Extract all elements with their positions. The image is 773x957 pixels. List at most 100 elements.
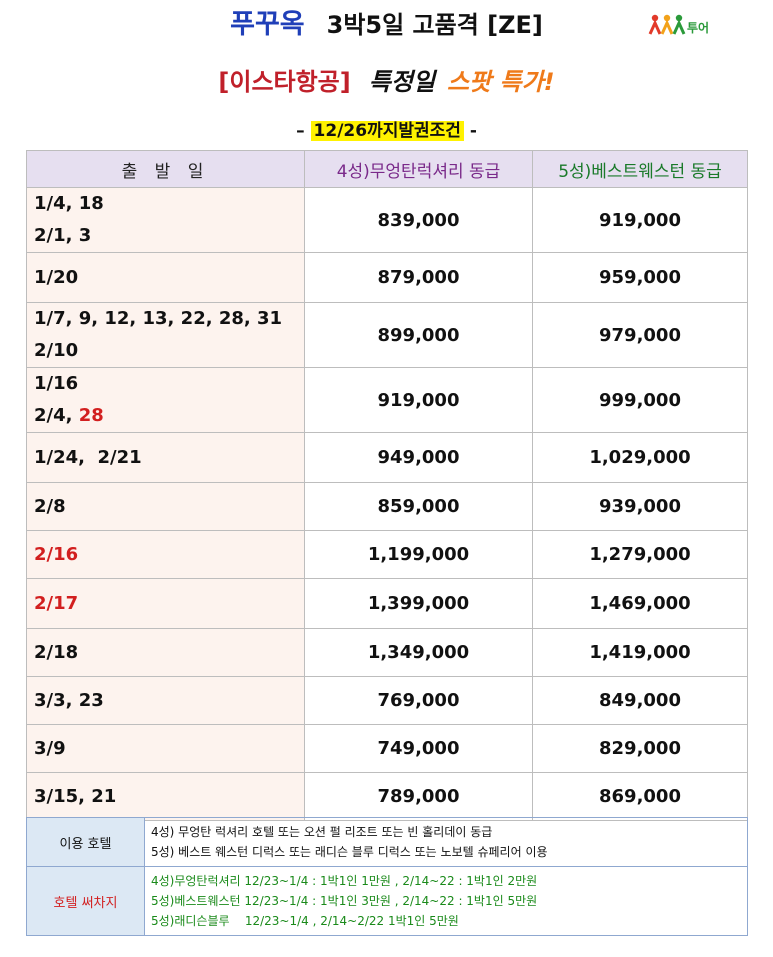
price-4star: 839,000 xyxy=(304,187,533,253)
departure-dates: 1/4, 18 2/1, 3 xyxy=(26,187,305,253)
ticketing-condition: – 12/26까지발권조건 - xyxy=(296,121,477,141)
date-text: 3/9 xyxy=(34,737,66,759)
special-date-label: 특정일 xyxy=(368,68,435,96)
date-line: 2/8 xyxy=(34,491,304,523)
date-line: 1/20 xyxy=(34,262,304,294)
condition-highlight: 12/26까지발권조건 xyxy=(310,121,464,141)
date-line: 1/16 xyxy=(34,368,304,400)
departure-dates: 2/18 xyxy=(26,628,305,677)
price-4star: 949,000 xyxy=(304,432,533,483)
date-text: 1/4, 18 xyxy=(34,193,104,214)
date-text: 2/16 xyxy=(34,543,79,565)
price-4star: 769,000 xyxy=(304,676,533,725)
departure-dates: 1/24, 2/21 xyxy=(26,432,305,483)
date-line: 2/18 xyxy=(34,637,304,669)
surcharge-label: 호텔 써차지 xyxy=(26,866,145,936)
price-5star: 1,469,000 xyxy=(532,578,748,629)
price-5star: 999,000 xyxy=(532,367,748,433)
price-5star: 939,000 xyxy=(532,482,748,531)
surcharge-line: 4성)무엉탄럭셔리 12/23~1/4 : 1박1인 1만원 , 2/14~22… xyxy=(151,874,538,888)
date-line: 3/3, 23 xyxy=(34,685,304,717)
date-line: 3/15, 21 xyxy=(34,781,304,813)
date-text: 1/7, 9, 12, 13, 22, 28, 31 xyxy=(34,308,283,329)
price-4star: 859,000 xyxy=(304,482,533,531)
date-text: 2/10 xyxy=(34,340,79,361)
date-text: 2/17 xyxy=(34,592,79,614)
price-5star: 1,419,000 xyxy=(532,628,748,677)
package-title: 3박5일 고품격 [ZE] xyxy=(326,11,543,39)
date-text: 2/1, 3 xyxy=(34,225,92,246)
price-4star: 789,000 xyxy=(304,772,533,821)
date-text: 2/4, xyxy=(34,405,79,426)
page-title: 푸꾸옥 3박5일 고품격 [ZE] xyxy=(0,2,773,41)
table-row: 2/16 1,199,000 1,279,000 xyxy=(26,530,748,579)
departure-dates: 2/16 xyxy=(26,530,305,579)
table-row: 3/3, 23 769,000 849,000 xyxy=(26,676,748,725)
price-4star: 749,000 xyxy=(304,724,533,773)
hotel-info: 4성) 무엉탄 럭셔리 호텔 또는 오션 펄 리조트 또는 빈 홀리데이 동급 … xyxy=(144,817,748,867)
surcharge-line: 5성)래디슨블루 12/23~1/4 , 2/14~2/22 1박1인 5만원 xyxy=(151,914,459,928)
price-5star: 979,000 xyxy=(532,302,748,368)
table-row: 3/9 749,000 829,000 xyxy=(26,724,748,773)
date-text: 1/16 xyxy=(34,373,79,394)
table-row: 1/4, 18 2/1, 3 839,000 919,000 xyxy=(26,187,748,253)
date-text: 3/3, 23 xyxy=(34,689,104,711)
header-departure-date: 출 발 일 xyxy=(26,150,305,188)
hotel-info-row: 이용 호텔 4성) 무엉탄 럭셔리 호텔 또는 오션 펄 리조트 또는 빈 홀리… xyxy=(26,817,748,867)
date-text: 2/18 xyxy=(34,641,79,663)
date-line: 3/9 xyxy=(34,733,304,765)
table-row: 1/24, 2/21 949,000 1,029,000 xyxy=(26,432,748,483)
table-header-row: 출 발 일 4성)무엉탄럭셔리 동급 5성)베스트웨스턴 동급 xyxy=(26,150,748,188)
surcharge-row: 호텔 써차지 4성)무엉탄럭셔리 12/23~1/4 : 1박1인 1만원 , … xyxy=(26,866,748,936)
hotel-line: 5성) 베스트 웨스턴 디럭스 또는 래디슨 블루 디럭스 또는 노보텔 슈페리… xyxy=(151,845,548,859)
airline-label: [이스타항공] xyxy=(218,68,351,96)
hotel-line: 4성) 무엉탄 럭셔리 호텔 또는 오션 펄 리조트 또는 빈 홀리데이 동급 xyxy=(151,825,493,839)
destination-title: 푸꾸옥 xyxy=(230,9,305,40)
price-4star: 1,399,000 xyxy=(304,578,533,629)
departure-dates: 1/7, 9, 12, 13, 22, 28, 31 2/10 xyxy=(26,302,305,368)
promo-subtitle: [이스타항공] 특정일 스팟 특가! xyxy=(0,62,773,97)
date-text: 1/20 xyxy=(34,266,79,288)
date-text: 3/15, 21 xyxy=(34,785,117,807)
date-line: 2/1, 3 xyxy=(34,220,304,252)
date-line: 2/17 xyxy=(34,588,304,620)
price-5star: 829,000 xyxy=(532,724,748,773)
date-line: 1/24, 2/21 xyxy=(34,442,304,474)
date-text: 28 xyxy=(78,405,104,426)
price-5star: 959,000 xyxy=(532,252,748,303)
table-row: 2/17 1,399,000 1,469,000 xyxy=(26,578,748,629)
table-row: 1/7, 9, 12, 13, 22, 28, 31 2/10 899,000 979… xyxy=(26,302,748,368)
departure-dates: 2/8 xyxy=(26,482,305,531)
price-5star: 1,279,000 xyxy=(532,530,748,579)
date-line: 2/10 xyxy=(34,335,304,367)
table-row: 1/16 2/4, 28 919,000 999,000 xyxy=(26,367,748,433)
notes-table: 이용 호텔 4성) 무엉탄 럭셔리 호텔 또는 오션 펄 리조트 또는 빈 홀리… xyxy=(26,817,748,936)
date-line: 2/16 xyxy=(34,539,304,571)
date-line: 1/4, 18 xyxy=(34,188,304,220)
date-line: 2/4, 28 xyxy=(34,400,304,432)
price-5star: 869,000 xyxy=(532,772,748,821)
price-4star: 1,199,000 xyxy=(304,530,533,579)
date-line: 1/7, 9, 12, 13, 22, 28, 31 xyxy=(34,303,304,335)
table-row: 2/18 1,349,000 1,419,000 xyxy=(26,628,748,677)
hotel-label: 이용 호텔 xyxy=(26,817,145,867)
surcharge-line: 5성)베스트웨스턴 12/23~1/4 : 1박1인 3만원 , 2/14~22… xyxy=(151,894,538,908)
tour-logo-icon: 투어 xyxy=(648,14,709,35)
date-text: 1/24, 2/21 xyxy=(34,446,142,468)
price-5star: 849,000 xyxy=(532,676,748,725)
price-4star: 899,000 xyxy=(304,302,533,368)
departure-dates: 1/16 2/4, 28 xyxy=(26,367,305,433)
departure-dates: 3/15, 21 xyxy=(26,772,305,821)
price-5star: 919,000 xyxy=(532,187,748,253)
header-5star: 5성)베스트웨스턴 동급 xyxy=(532,150,748,188)
price-4star: 919,000 xyxy=(304,367,533,433)
svg-text:투어: 투어 xyxy=(687,20,709,35)
spot-deal-label: 스팟 특가! xyxy=(446,68,555,96)
departure-dates: 3/9 xyxy=(26,724,305,773)
table-row: 3/15, 21 789,000 869,000 xyxy=(26,772,748,821)
header-4star: 4성)무엉탄럭셔리 동급 xyxy=(304,150,533,188)
price-4star: 1,349,000 xyxy=(304,628,533,677)
departure-dates: 2/17 xyxy=(26,578,305,629)
departure-dates: 1/20 xyxy=(26,252,305,303)
price-4star: 879,000 xyxy=(304,252,533,303)
